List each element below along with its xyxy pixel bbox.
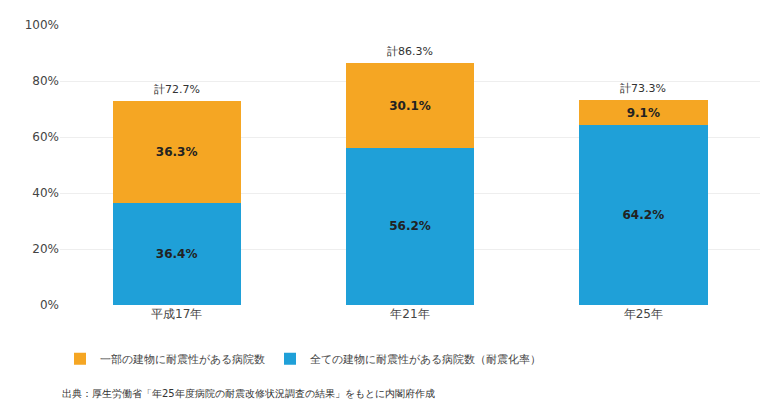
svg-text:56.2%: 56.2% xyxy=(389,219,431,233)
svg-text:60%: 60% xyxy=(32,130,59,144)
svg-text:計72.7%: 計72.7% xyxy=(154,83,200,96)
svg-text:64.2%: 64.2% xyxy=(623,208,665,222)
svg-text:全ての建物に耐震性がある病院数（耐震化率）: 全ての建物に耐震性がある病院数（耐震化率） xyxy=(310,353,541,366)
svg-text:0%: 0% xyxy=(40,298,59,312)
svg-text:40%: 40% xyxy=(32,186,59,200)
svg-text:36.4%: 36.4% xyxy=(156,247,198,261)
svg-text:計86.3%: 計86.3% xyxy=(387,45,433,58)
svg-text:平成17年: 平成17年 xyxy=(151,307,202,321)
svg-text:出典：厚生労働省「年25年度病院の耐震改修状況調査の結果」を: 出典：厚生労働省「年25年度病院の耐震改修状況調査の結果」をもとに内閣府作成 xyxy=(62,388,435,399)
svg-text:100%: 100% xyxy=(25,18,59,32)
svg-text:年21年: 年21年 xyxy=(390,307,429,321)
svg-text:計73.3%: 計73.3% xyxy=(620,82,666,95)
svg-text:20%: 20% xyxy=(32,242,59,256)
svg-text:年25年: 年25年 xyxy=(624,307,663,321)
svg-text:30.1%: 30.1% xyxy=(389,99,431,113)
svg-text:一部の建物に耐震性がある病院数: 一部の建物に耐震性がある病院数 xyxy=(100,353,265,366)
svg-text:36.3%: 36.3% xyxy=(156,145,198,159)
svg-text:9.1%: 9.1% xyxy=(627,106,660,120)
svg-text:80%: 80% xyxy=(32,74,59,88)
